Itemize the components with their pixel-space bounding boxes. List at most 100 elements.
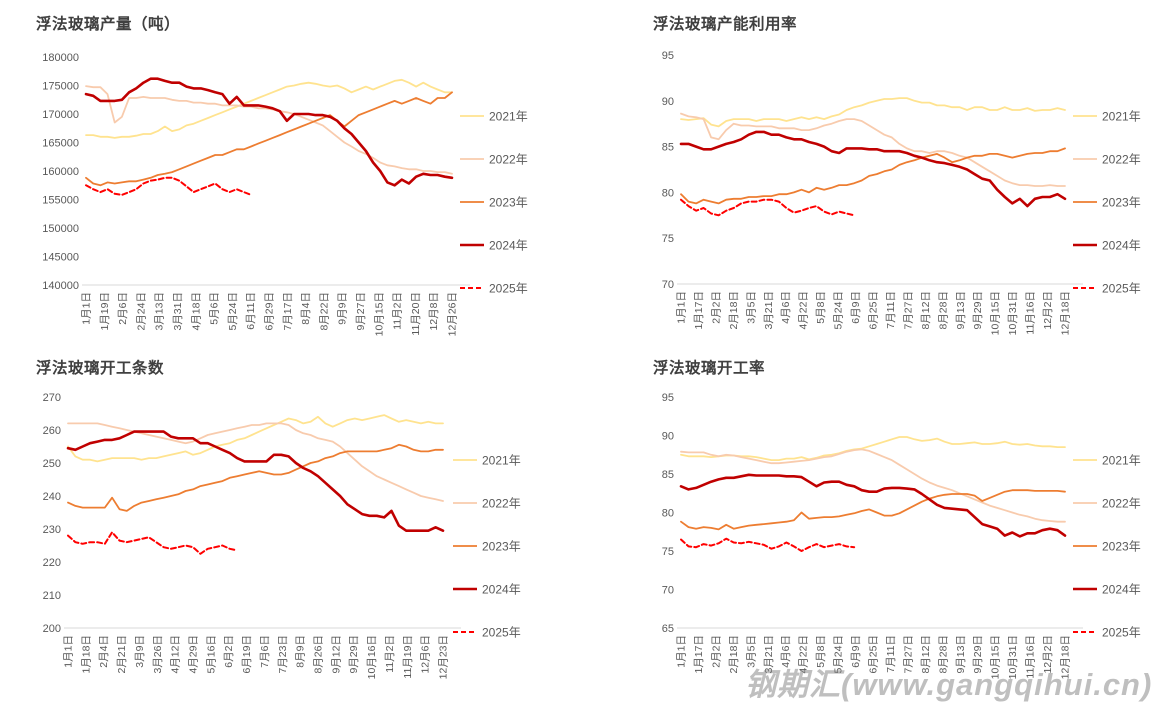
y-tick-label: 240 bbox=[43, 491, 61, 503]
series-line-2021年 bbox=[85, 78, 453, 139]
x-tick-label: 2月18日 bbox=[728, 635, 740, 674]
y-tick-label: 250 bbox=[43, 458, 61, 470]
y-tick-label: 70 bbox=[662, 585, 674, 597]
x-tick-label: 6月9日 bbox=[850, 635, 862, 668]
x-tick-label: 2月6日 bbox=[117, 292, 129, 325]
y-tick-label: 85 bbox=[662, 469, 674, 481]
y-tick-label: 220 bbox=[43, 557, 61, 569]
y-tick-label: 260 bbox=[43, 425, 61, 437]
y-tick-label: 75 bbox=[662, 546, 674, 558]
x-tick-label: 10月31日 bbox=[1007, 291, 1019, 335]
x-tick-label: 1月1日 bbox=[676, 635, 688, 668]
x-tick-label: 7月11日 bbox=[885, 291, 897, 329]
x-tick-label: 12月8日 bbox=[428, 292, 440, 331]
series-line-2022年 bbox=[680, 448, 1066, 523]
x-tick-label: 5月24日 bbox=[227, 292, 239, 331]
legend-label-2024年: 2024年 bbox=[489, 239, 528, 253]
series-line-2025年 bbox=[85, 176, 253, 196]
x-tick-label: 12月18日 bbox=[1060, 635, 1072, 679]
series-line-2022年 bbox=[67, 422, 444, 502]
legend-label-2024年: 2024年 bbox=[1102, 239, 1141, 253]
x-tick-label: 12月6日 bbox=[420, 635, 432, 674]
series-line-2021年 bbox=[680, 436, 1066, 461]
y-tick-label: 80 bbox=[662, 508, 674, 520]
x-tick-label: 7月27日 bbox=[902, 635, 914, 674]
y-tick-label: 175000 bbox=[42, 81, 79, 93]
x-tick-label: 4月6日 bbox=[780, 635, 792, 668]
x-tick-label: 5月8日 bbox=[815, 291, 827, 324]
x-tick-label: 5月8日 bbox=[815, 635, 827, 668]
legend-label-2022年: 2022年 bbox=[1102, 153, 1141, 167]
series-line-2024年 bbox=[679, 473, 1067, 538]
y-tick-label: 170000 bbox=[42, 109, 79, 121]
y-tick-label: 230 bbox=[43, 524, 61, 536]
y-tick-label: 145000 bbox=[42, 252, 79, 264]
x-tick-label: 8月12日 bbox=[920, 635, 932, 674]
x-tick-label: 1月17日 bbox=[693, 635, 705, 674]
y-tick-label: 200 bbox=[43, 623, 61, 635]
x-tick-label: 11月2日 bbox=[384, 635, 396, 673]
x-tick-label: 2月21日 bbox=[116, 635, 128, 674]
x-tick-label: 7月27日 bbox=[902, 291, 914, 330]
legend-label-2025年: 2025年 bbox=[489, 282, 528, 296]
x-tick-label: 6月29日 bbox=[264, 292, 276, 331]
y-tick-label: 270 bbox=[43, 392, 61, 404]
x-tick-label: 5月16日 bbox=[205, 635, 217, 674]
legend-label-2023年: 2023年 bbox=[1102, 540, 1141, 554]
y-tick-label: 65 bbox=[662, 623, 674, 635]
x-tick-label: 3月13日 bbox=[154, 292, 166, 331]
x-tick-label: 9月27日 bbox=[355, 292, 367, 331]
x-tick-label: 11月16日 bbox=[1025, 635, 1037, 679]
legend-label-2025年: 2025年 bbox=[1102, 626, 1141, 640]
series-line-2022年 bbox=[85, 85, 453, 175]
series-line-2023年 bbox=[680, 147, 1066, 205]
x-tick-label: 7月11日 bbox=[885, 635, 897, 673]
x-tick-label: 1月17日 bbox=[693, 291, 705, 330]
series-line-2025年 bbox=[680, 198, 856, 217]
chart-operating-rate-title: 浮法玻璃开工率 bbox=[653, 360, 766, 377]
x-tick-label: 10月15日 bbox=[373, 292, 385, 336]
y-tick-label: 95 bbox=[662, 50, 674, 62]
x-tick-label: 2月4日 bbox=[98, 635, 110, 668]
x-tick-label: 6月25日 bbox=[868, 635, 880, 674]
x-tick-label: 8月12日 bbox=[920, 291, 932, 330]
x-tick-label: 12月26日 bbox=[447, 292, 459, 336]
x-tick-label: 8月22日 bbox=[318, 292, 330, 331]
x-tick-label: 9月29日 bbox=[972, 635, 984, 674]
x-tick-label: 1月19日 bbox=[99, 292, 111, 331]
legend-label-2021年: 2021年 bbox=[482, 454, 521, 468]
x-tick-label: 1月18日 bbox=[80, 635, 92, 674]
x-tick-label: 3月21日 bbox=[763, 635, 775, 674]
x-tick-label: 6月11日 bbox=[245, 292, 257, 330]
x-tick-label: 4月22日 bbox=[798, 635, 810, 674]
legend-label-2022年: 2022年 bbox=[489, 153, 528, 167]
series-line-2021年 bbox=[67, 414, 444, 463]
series-line-2021年 bbox=[680, 97, 1066, 128]
legend-label-2024年: 2024年 bbox=[482, 583, 521, 597]
chart-operating-rate: 浮法玻璃开工率 95 90 85 80 75 70 65 1月1日 1月17日 2月2日 2月18日… bbox=[645, 352, 1159, 702]
y-tick-label: 90 bbox=[662, 96, 674, 108]
series-line-2025年 bbox=[67, 531, 239, 555]
x-tick-label: 9月13日 bbox=[955, 635, 967, 674]
x-tick-label: 7月23日 bbox=[277, 635, 289, 674]
x-tick-label: 6月19日 bbox=[241, 635, 253, 674]
x-tick-label: 3月26日 bbox=[152, 635, 164, 674]
chart-operating-lines: 浮法玻璃开工条数 270 260 250 240 230 220 210 200 1月1日 1月1… bbox=[28, 352, 593, 702]
series-line-2023年 bbox=[85, 91, 453, 187]
series-line-2025年 bbox=[680, 537, 856, 552]
x-tick-label: 9月29日 bbox=[348, 635, 360, 674]
legend-label-2024年: 2024年 bbox=[1102, 583, 1141, 597]
series-line-2023年 bbox=[67, 443, 444, 512]
x-tick-label: 7月6日 bbox=[259, 635, 271, 668]
y-tick-label: 70 bbox=[662, 279, 674, 291]
x-tick-label: 11月16日 bbox=[1025, 291, 1037, 335]
x-tick-label: 12月18日 bbox=[1060, 291, 1072, 335]
y-tick-label: 80 bbox=[662, 187, 674, 199]
x-tick-label: 8月4日 bbox=[300, 292, 312, 325]
x-tick-label: 9月29日 bbox=[972, 291, 984, 330]
x-tick-label: 11月2日 bbox=[392, 292, 404, 330]
watermark: 钢期汇(www.gangqihui.cn) bbox=[745, 667, 1153, 702]
series-line-2023年 bbox=[680, 489, 1066, 531]
x-tick-label: 4月6日 bbox=[780, 291, 792, 324]
